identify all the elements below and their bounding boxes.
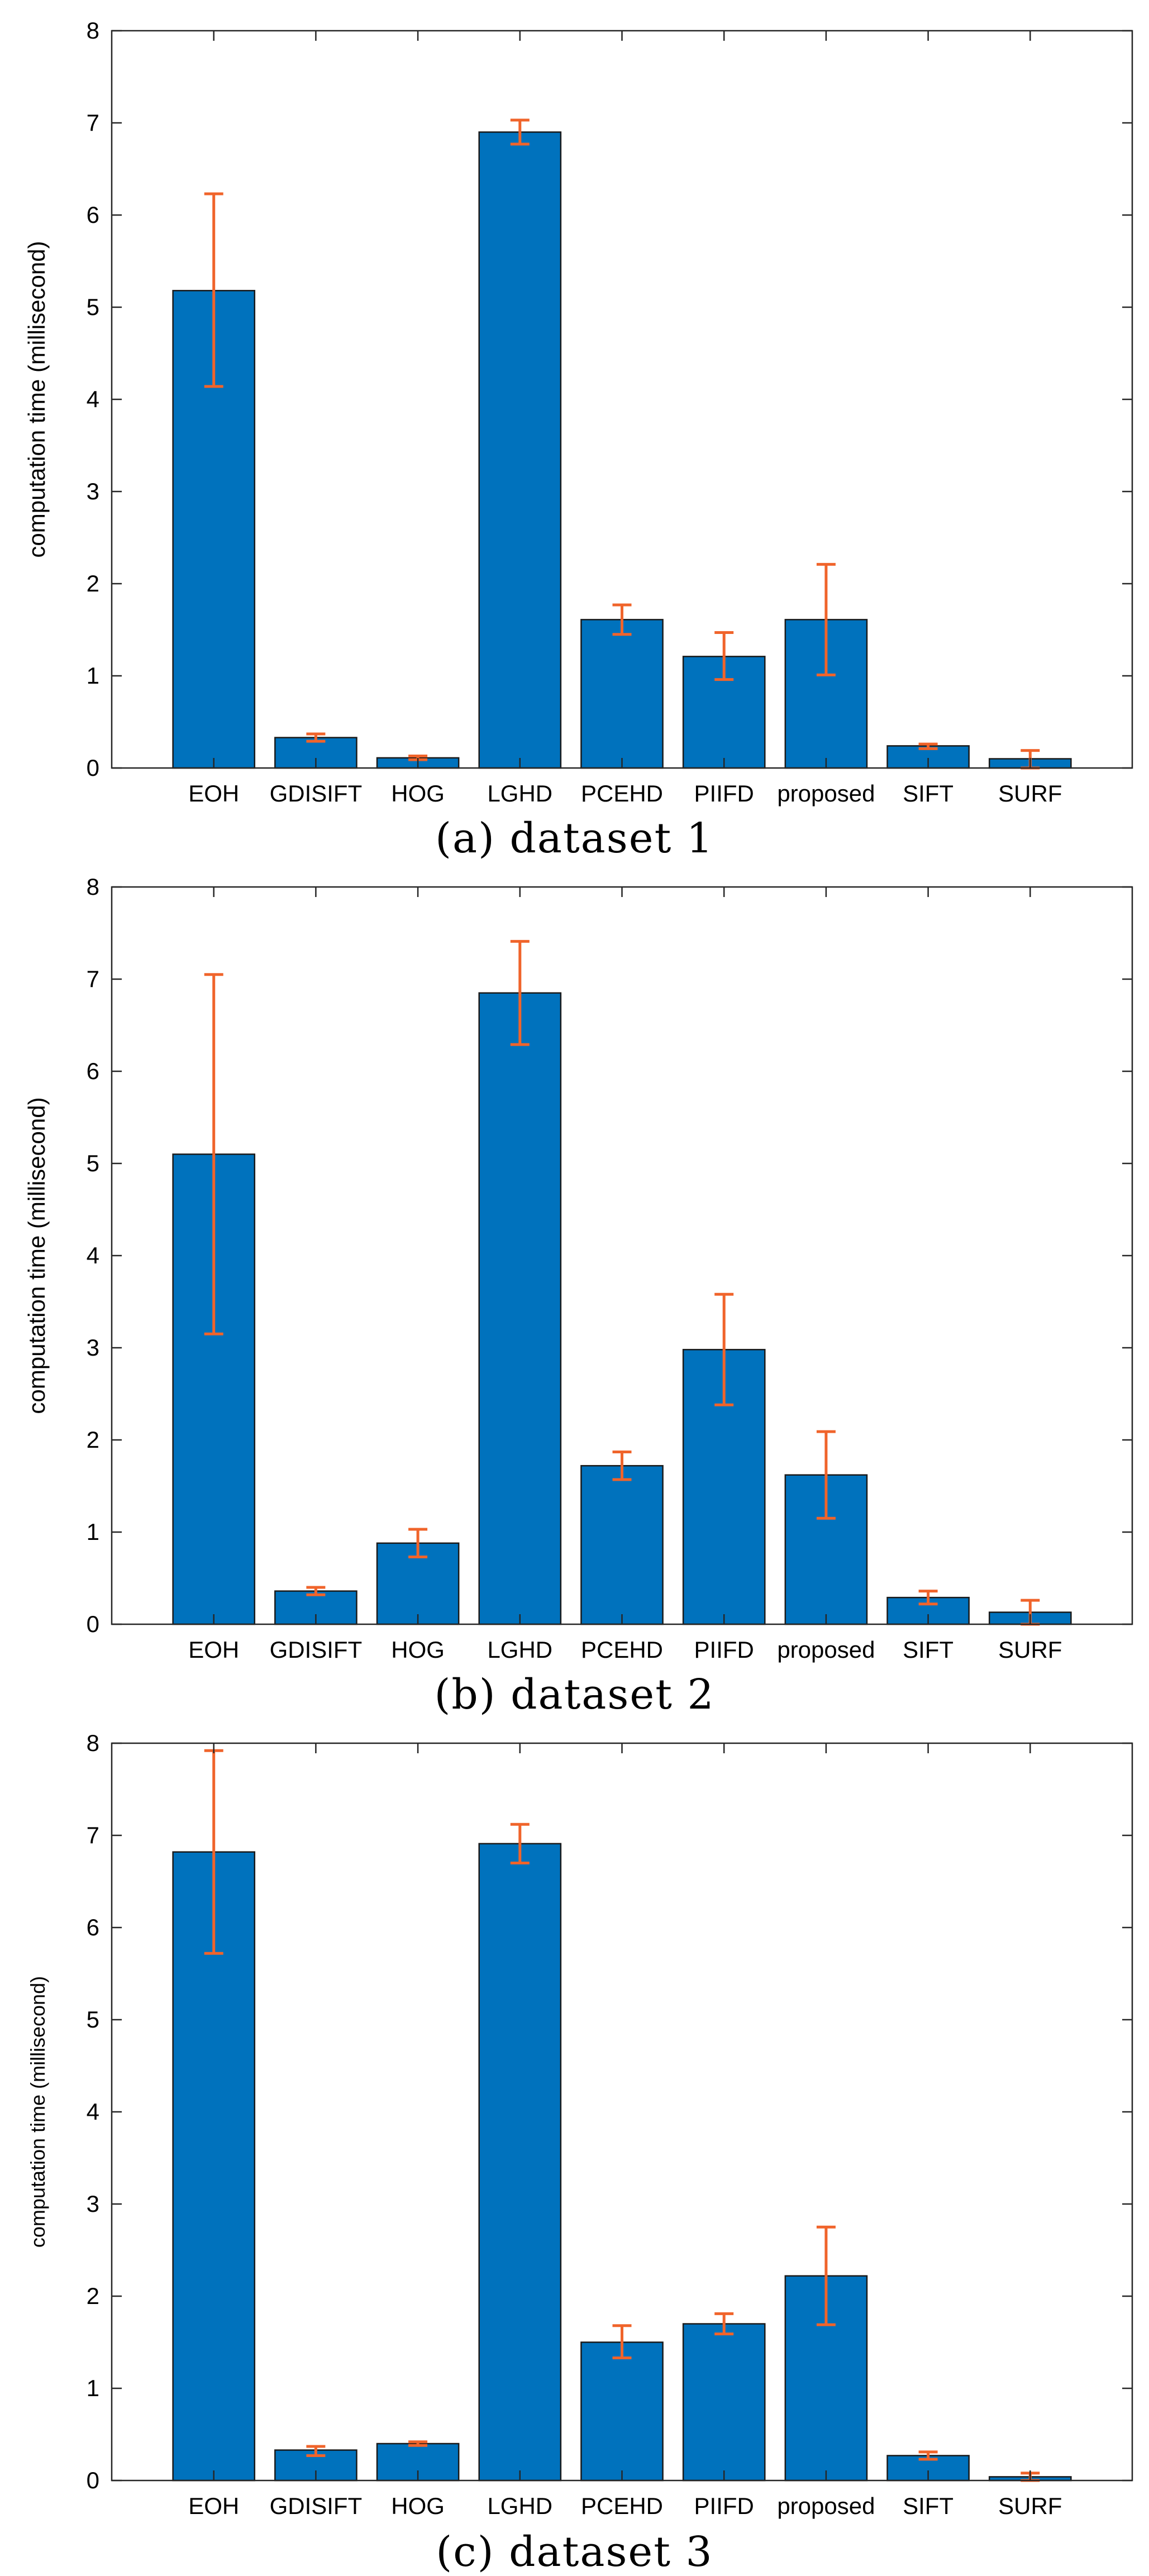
chart-panel-dataset-1: 0 1 2 3 4 5 6 7 8 EOH GDISIFT HOG LGHD PCEHD PIIFD prop… bbox=[0, 0, 1149, 862]
error-bar-hog bbox=[408, 1528, 428, 1559]
y-tick-label: 7 bbox=[87, 1822, 99, 1848]
y-tick-label: 7 bbox=[87, 109, 99, 136]
x-tick-label-hog: HOG bbox=[391, 780, 445, 807]
x-tick-label-pcehd: PCEHD bbox=[581, 780, 663, 807]
x-tick-label-surf: SURF bbox=[998, 1637, 1062, 1663]
bar-eoh bbox=[172, 1851, 256, 2482]
error-bar-eoh bbox=[204, 192, 223, 388]
error-bar-piifd bbox=[714, 631, 734, 681]
bar-pcehd bbox=[580, 1464, 664, 1625]
error-bar-gdisift bbox=[306, 732, 326, 743]
error-bar-proposed bbox=[816, 562, 836, 676]
caption-dataset-2: (b) dataset 2 bbox=[434, 1671, 715, 1719]
y-tick-label: 4 bbox=[87, 1242, 99, 1268]
y-tick-label: 8 bbox=[87, 874, 99, 900]
y-tick-label: 6 bbox=[87, 202, 99, 228]
y-tick-label: 1 bbox=[87, 2375, 99, 2401]
y-axis-label: computation time (millisecond) bbox=[26, 1976, 49, 2248]
y-tick-label: 2 bbox=[87, 2283, 99, 2309]
error-bar-lghd bbox=[510, 939, 530, 1046]
x-tick-label-proposed: proposed bbox=[777, 1637, 875, 1663]
chart-panel-dataset-3: 0 1 2 3 4 5 6 7 8 EOH GDISIFT HOG LGHD PCEHD PIIFD prop… bbox=[0, 1712, 1149, 2576]
error-bar-gdisift bbox=[306, 1586, 326, 1596]
y-tick-label: 1 bbox=[87, 662, 99, 689]
bar-lghd bbox=[478, 1843, 562, 2482]
y-tick-label: 4 bbox=[87, 386, 99, 412]
y-tick-label: 7 bbox=[87, 966, 99, 992]
y-axis-label: computation time (millisecond) bbox=[23, 1097, 50, 1414]
y-tick-label: 5 bbox=[87, 2006, 99, 2033]
x-tick-label-hog: HOG bbox=[391, 1637, 445, 1663]
x-tick-label-gdisift: GDISIFT bbox=[270, 1637, 363, 1663]
error-bar-piifd bbox=[714, 2312, 734, 2336]
bar-chart-dataset-3: 0 1 2 3 4 5 6 7 8 EOH GDISIFT HOG LGHD PCEHD PIIFD prop… bbox=[26, 1730, 1133, 2519]
x-tick-label-piifd: PIIFD bbox=[694, 780, 754, 807]
y-tick-label: 5 bbox=[87, 1150, 99, 1176]
x-tick-label-proposed: proposed bbox=[777, 780, 875, 807]
x-tick-label-sift: SIFT bbox=[903, 1637, 953, 1663]
bar-chart-dataset-1: 0 1 2 3 4 5 6 7 8 EOH GDISIFT HOG LGHD PCEHD PIIFD prop… bbox=[23, 17, 1133, 807]
y-tick-label: 3 bbox=[87, 478, 99, 504]
y-tick-label: 4 bbox=[87, 2098, 99, 2125]
y-tick-label: 6 bbox=[87, 1914, 99, 1940]
y-tick-label: 3 bbox=[87, 2191, 99, 2217]
x-tick-label-eoh: EOH bbox=[188, 780, 239, 807]
error-bar-hog bbox=[408, 2440, 428, 2447]
y-axis-label: computation time (millisecond) bbox=[23, 241, 50, 557]
x-tick-label-piifd: PIIFD bbox=[694, 2493, 754, 2519]
x-tick-label-lghd: LGHD bbox=[487, 2493, 552, 2519]
x-tick-label-lghd: LGHD bbox=[487, 780, 552, 807]
y-tick-label: 2 bbox=[87, 570, 99, 597]
x-tick-label-surf: SURF bbox=[998, 780, 1062, 807]
x-tick-label-proposed: proposed bbox=[777, 2493, 875, 2519]
chart-panel-dataset-2: 0 1 2 3 4 5 6 7 8 EOH GDISIFT HOG LGHD PCEHD PIIFD prop… bbox=[0, 856, 1149, 1719]
error-bar-lghd bbox=[510, 118, 530, 146]
x-tick-label-gdisift: GDISIFT bbox=[270, 2493, 363, 2519]
error-bar-proposed bbox=[816, 2225, 836, 2326]
x-tick-label-sift: SIFT bbox=[903, 2493, 953, 2519]
error-bar-pcehd bbox=[612, 1450, 632, 1481]
y-tick-label: 0 bbox=[87, 755, 99, 781]
x-tick-label-eoh: EOH bbox=[188, 1637, 239, 1663]
bar-lghd bbox=[478, 131, 562, 769]
x-tick-label-pcehd: PCEHD bbox=[581, 1637, 663, 1663]
x-tick-label-eoh: EOH bbox=[188, 2493, 239, 2519]
x-tick-label-lghd: LGHD bbox=[487, 1637, 552, 1663]
bar-piifd bbox=[682, 2323, 766, 2482]
error-bar-sift bbox=[918, 1590, 938, 1606]
y-tick-label: 2 bbox=[87, 1427, 99, 1453]
error-bar-proposed bbox=[816, 1430, 836, 1520]
error-bar-lghd bbox=[510, 1823, 530, 1864]
y-tick-label: 0 bbox=[87, 1611, 99, 1637]
y-tick-label: 3 bbox=[87, 1334, 99, 1361]
y-tick-label: 1 bbox=[87, 1519, 99, 1545]
error-bar-eoh bbox=[204, 973, 223, 1335]
x-tick-label-pcehd: PCEHD bbox=[581, 2493, 663, 2519]
x-tick-label-surf: SURF bbox=[998, 2493, 1062, 2519]
x-tick-label-piifd: PIIFD bbox=[694, 1637, 754, 1663]
y-tick-label: 8 bbox=[87, 1730, 99, 1756]
y-tick-label: 6 bbox=[87, 1058, 99, 1084]
error-bar-pcehd bbox=[612, 2324, 632, 2360]
x-tick-label-gdisift: GDISIFT bbox=[270, 780, 363, 807]
y-tick-label: 8 bbox=[87, 17, 99, 44]
caption-dataset-3: (c) dataset 3 bbox=[436, 2528, 713, 2576]
bar-pcehd bbox=[580, 2341, 664, 2482]
bar-lghd bbox=[478, 992, 562, 1625]
y-tick-label: 5 bbox=[87, 294, 99, 320]
x-tick-label-hog: HOG bbox=[391, 2493, 445, 2519]
y-tick-label: 0 bbox=[87, 2467, 99, 2493]
x-tick-label-sift: SIFT bbox=[903, 780, 953, 807]
caption-dataset-1: (a) dataset 1 bbox=[435, 814, 714, 862]
bar-chart-dataset-2: 0 1 2 3 4 5 6 7 8 EOH GDISIFT HOG LGHD PCEHD PIIFD prop… bbox=[23, 874, 1133, 1663]
error-bar-piifd bbox=[714, 1292, 734, 1406]
error-bar-gdisift bbox=[306, 2445, 326, 2457]
error-bar-sift bbox=[918, 742, 938, 750]
bar-pcehd bbox=[580, 619, 664, 769]
error-bar-sift bbox=[918, 2450, 938, 2461]
error-bar-pcehd bbox=[612, 603, 632, 636]
